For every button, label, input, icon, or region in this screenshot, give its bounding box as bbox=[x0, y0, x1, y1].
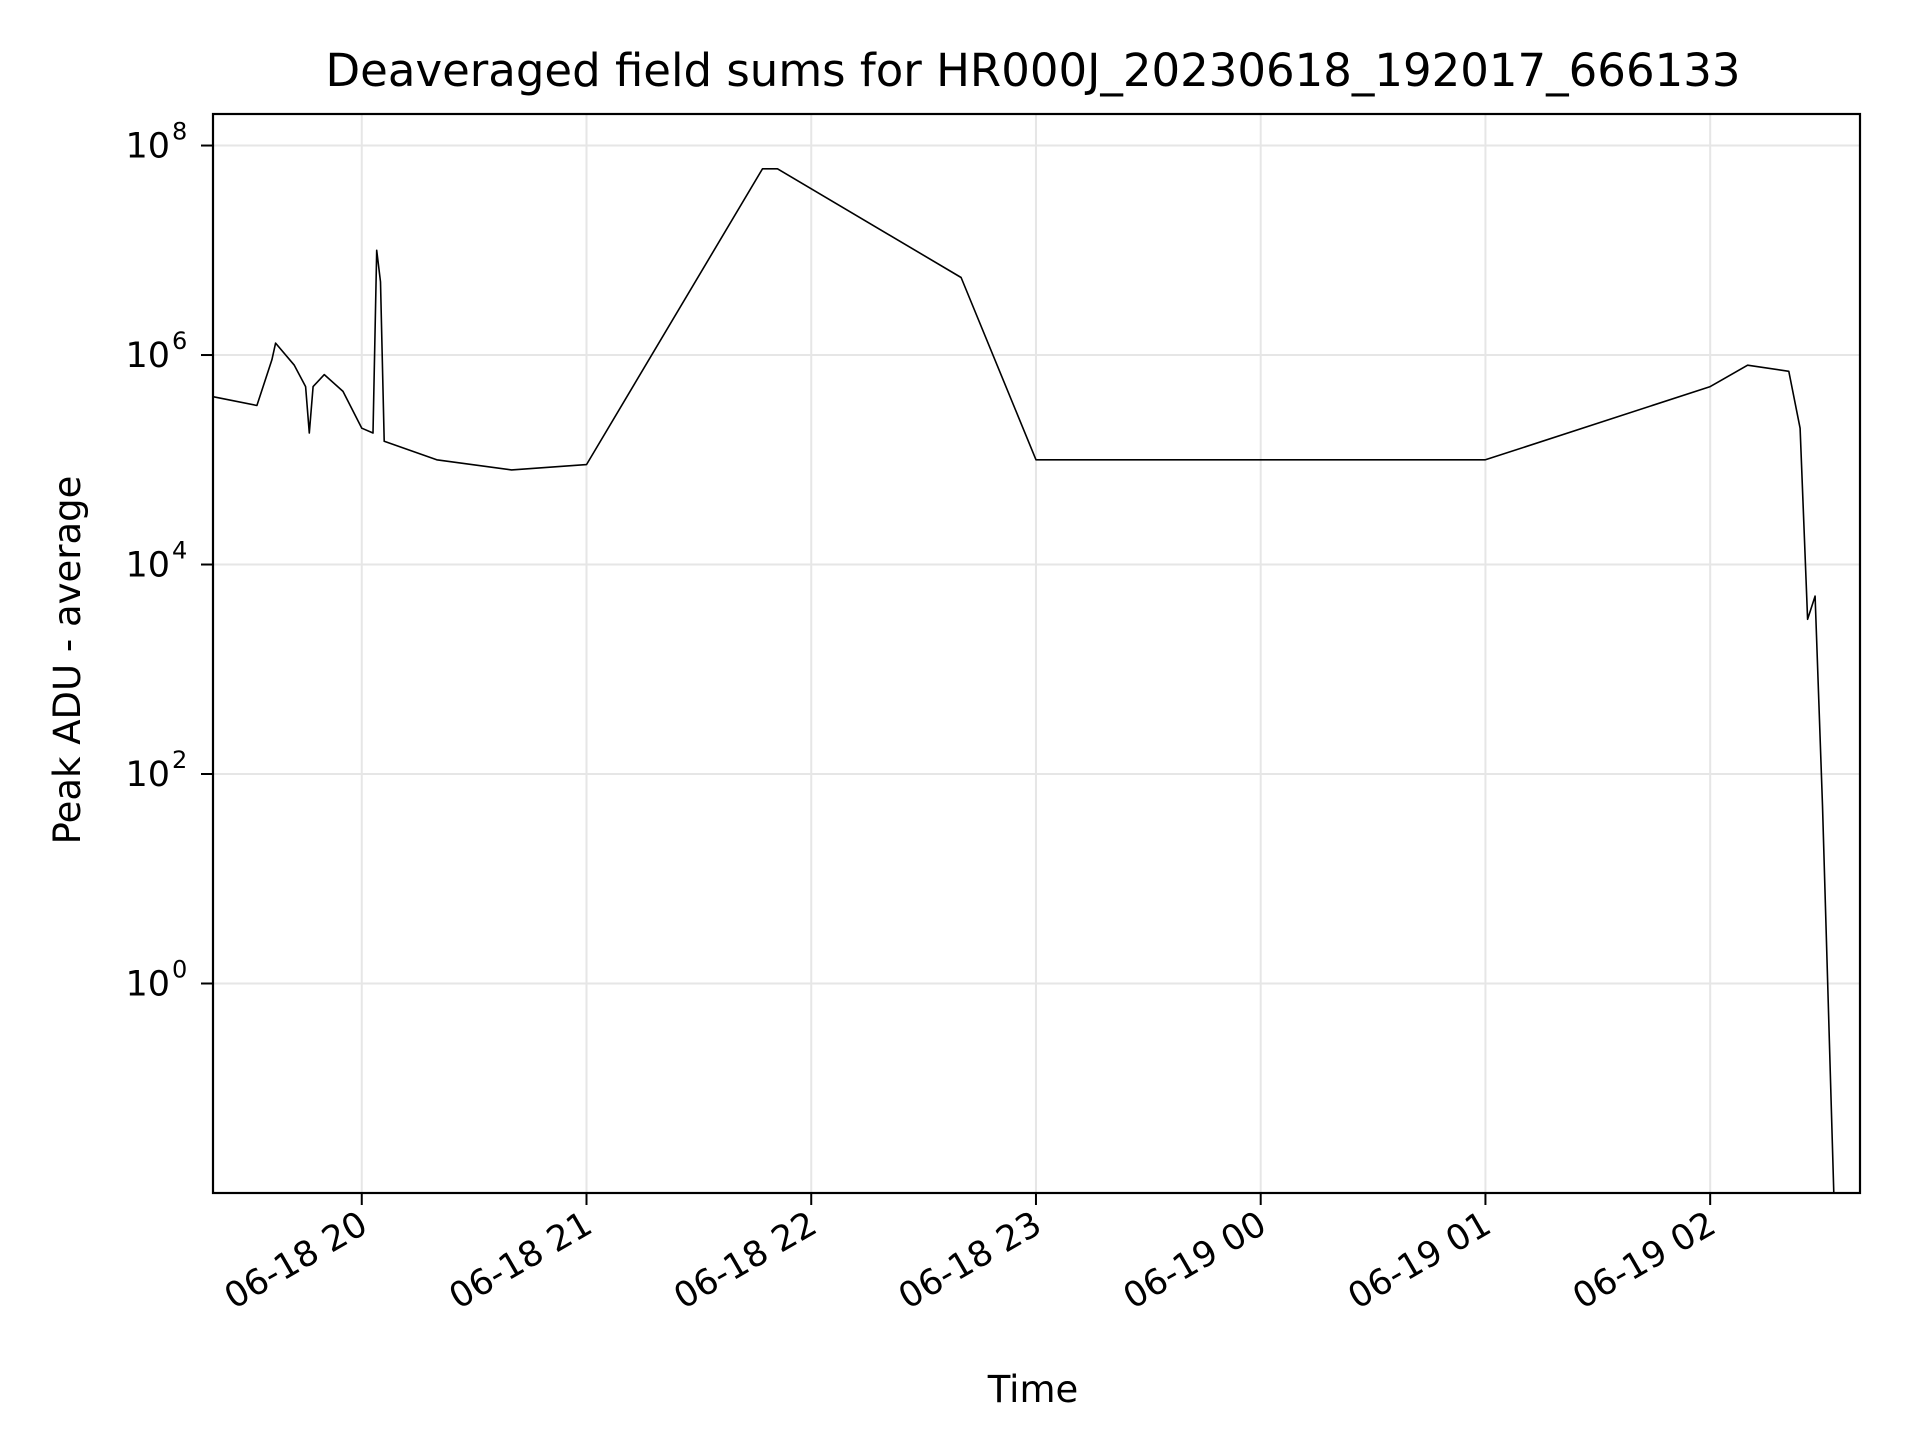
x-tick-label: 06-18 23 bbox=[892, 1204, 1048, 1317]
y-tick-label-exponent: 8 bbox=[172, 118, 187, 146]
x-axis-label: Time bbox=[987, 1368, 1079, 1411]
y-tick-label-exponent: 6 bbox=[172, 327, 187, 355]
x-tick-label: 06-18 21 bbox=[443, 1204, 599, 1317]
series-line-group bbox=[212, 168, 1835, 1194]
x-tick-label: 06-18 22 bbox=[667, 1204, 823, 1317]
y-tick-label: 10 bbox=[125, 336, 170, 376]
x-axis: 06-18 20 06-18 21 06-18 22 06-18 23 06-19 00… bbox=[218, 1193, 1723, 1317]
x-tick-label: 06-19 01 bbox=[1342, 1204, 1498, 1317]
y-tick-label: 10 bbox=[125, 127, 170, 167]
y-tick-label: 10 bbox=[125, 965, 170, 1005]
y-axis-label: Peak ADU - average bbox=[46, 476, 89, 845]
y-tick-label-exponent: 4 bbox=[172, 537, 187, 565]
y-tick-label-exponent: 0 bbox=[172, 956, 187, 984]
series-line bbox=[212, 168, 1835, 1194]
x-tick-label: 06-19 00 bbox=[1117, 1204, 1273, 1317]
y-tick-label: 10 bbox=[125, 755, 170, 795]
chart-title: Deaveraged field sums for HR000J_2023061… bbox=[326, 44, 1741, 97]
x-tick-label: 06-19 02 bbox=[1566, 1204, 1722, 1317]
y-tick-label-exponent: 2 bbox=[172, 746, 187, 774]
x-tick-label: 06-18 20 bbox=[218, 1204, 374, 1317]
grid bbox=[213, 114, 1860, 1193]
y-tick-label: 10 bbox=[125, 546, 170, 586]
